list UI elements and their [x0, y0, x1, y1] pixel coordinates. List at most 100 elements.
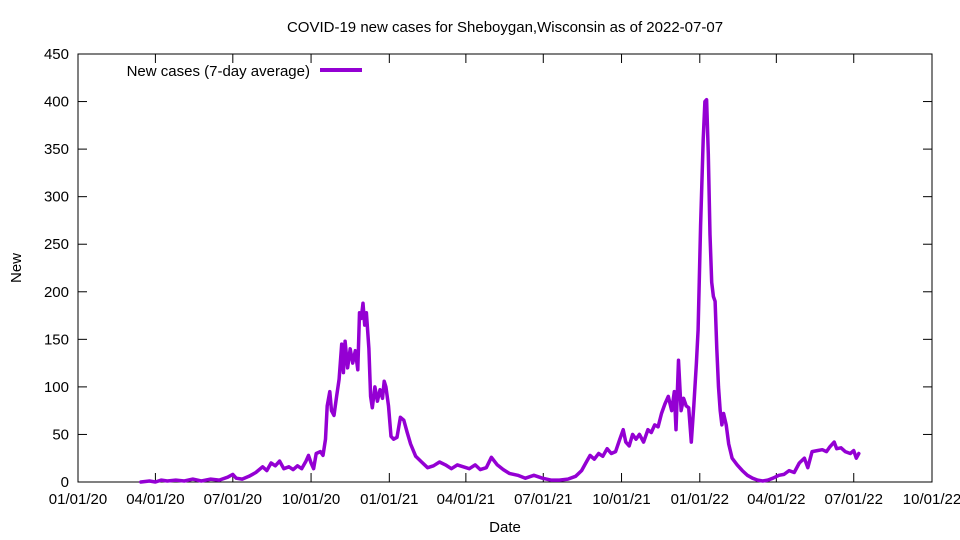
data-point: [635, 438, 637, 440]
data-point: [833, 441, 835, 443]
data-point: [329, 391, 331, 393]
data-point: [675, 429, 677, 431]
data-point: [218, 479, 220, 481]
data-point: [333, 414, 335, 416]
data-point: [175, 479, 177, 481]
data-point: [643, 441, 645, 443]
data-point: [716, 348, 718, 350]
data-point: [427, 467, 429, 469]
data-point: [326, 405, 328, 407]
data-point: [393, 438, 395, 440]
data-point: [517, 474, 519, 476]
data-point: [680, 410, 682, 412]
data-point: [657, 426, 659, 428]
data-point: [324, 438, 327, 440]
data-point: [354, 350, 356, 352]
chart-title: COVID-19 new cases for Sheboygan,Wiscons…: [287, 19, 723, 36]
data-point: [685, 405, 687, 407]
data-point: [702, 139, 704, 141]
data-point: [415, 455, 417, 457]
x-tick-label: 01/01/20: [49, 491, 107, 508]
data-point: [376, 400, 378, 402]
data-point: [349, 348, 351, 350]
legend: New cases (7-day average): [127, 63, 362, 80]
data-point: [154, 481, 156, 483]
data-point: [319, 451, 321, 453]
y-tick-label: 450: [44, 46, 69, 63]
data-point: [706, 99, 708, 101]
data-point: [615, 451, 617, 453]
data-point: [148, 480, 151, 482]
data-point: [793, 471, 795, 474]
data-point: [836, 448, 838, 450]
data-point: [721, 424, 723, 426]
data-point: [485, 467, 487, 469]
data-point: [248, 475, 250, 477]
axis-ticks: [77, 53, 933, 483]
data-point: [783, 473, 785, 475]
y-tick-label: 300: [44, 189, 69, 206]
x-tick-label: 07/01/21: [514, 491, 572, 508]
data-point: [711, 281, 713, 283]
data-point: [598, 452, 600, 455]
data-point: [772, 477, 774, 479]
data-point: [399, 416, 401, 418]
data-point: [270, 462, 272, 464]
x-tick-label: 01/01/21: [360, 491, 418, 508]
data-point: [403, 419, 405, 421]
data-point: [336, 395, 338, 397]
data-point: [283, 468, 285, 470]
data-point: [288, 466, 290, 468]
data-point: [664, 403, 666, 405]
data-point: [533, 474, 535, 476]
data-point: [385, 386, 387, 388]
data-point: [232, 473, 234, 475]
data-point: [183, 480, 185, 482]
data-point: [338, 378, 340, 380]
data-point: [344, 340, 346, 342]
data-point: [358, 312, 361, 314]
data-point: [677, 359, 680, 361]
data-point: [714, 300, 716, 302]
data-point: [632, 433, 634, 435]
data-point: [625, 441, 627, 443]
data-point: [274, 465, 276, 467]
data-point: [825, 451, 828, 453]
data-point: [671, 410, 673, 412]
data-point: [362, 302, 364, 304]
data-point: [602, 455, 604, 457]
data-point: [444, 464, 447, 466]
data-point: [365, 312, 367, 314]
data-point: [160, 479, 162, 481]
y-tick-label: 150: [44, 331, 69, 348]
data-point: [313, 468, 315, 470]
data-point: [712, 295, 715, 298]
data-point: [767, 479, 769, 481]
data-point: [638, 433, 641, 435]
data-point: [410, 443, 412, 445]
data-point: [140, 481, 142, 483]
data-point: [558, 479, 561, 481]
data-point: [803, 457, 806, 459]
data-point: [379, 389, 381, 391]
data-point: [704, 101, 706, 103]
data-point: [840, 447, 842, 449]
data-point: [550, 479, 552, 481]
y-tick-label: 100: [44, 379, 69, 396]
data-point: [762, 480, 764, 482]
data-point: [381, 397, 384, 399]
data-point: [849, 452, 851, 455]
series-line: [139, 97, 861, 484]
data-point: [227, 476, 229, 478]
y-tick-label: 0: [61, 474, 69, 491]
data-point: [593, 458, 595, 460]
data-point: [829, 446, 831, 448]
data-point: [357, 369, 359, 371]
data-point: [695, 362, 698, 364]
x-tick-label: 04/01/22: [747, 491, 805, 508]
data-point: [757, 479, 759, 481]
data-point: [387, 405, 390, 407]
data-point: [310, 462, 312, 464]
legend-label: New cases (7-day average): [127, 63, 310, 80]
